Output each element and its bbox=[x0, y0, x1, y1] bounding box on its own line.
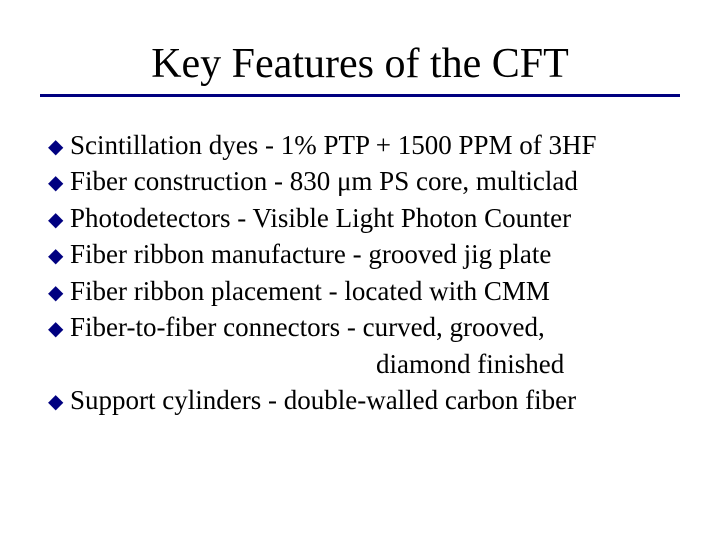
slide: Key Features of the CFT ◆Scintillation d… bbox=[0, 0, 720, 540]
list-item: ◆Fiber ribbon placement - located with C… bbox=[48, 273, 680, 309]
diamond-bullet-icon: ◆ bbox=[48, 170, 70, 197]
diamond-bullet-icon: ◆ bbox=[48, 134, 70, 161]
diamond-bullet-icon: ◆ bbox=[48, 243, 70, 270]
list-item-text: Support cylinders - double-walled carbon… bbox=[70, 385, 576, 415]
list-item: ◆Fiber construction - 830 μm PS core, mu… bbox=[48, 163, 680, 199]
list-item-text: Scintillation dyes - 1% PTP + 1500 PPM o… bbox=[70, 130, 597, 160]
bullet-list: ◆Scintillation dyes - 1% PTP + 1500 PPM … bbox=[48, 127, 680, 419]
diamond-bullet-icon: ◆ bbox=[48, 207, 70, 234]
slide-title: Key Features of the CFT bbox=[40, 40, 680, 88]
list-item: ◆Support cylinders - double-walled carbo… bbox=[48, 382, 680, 418]
list-item-continuation: diamond finished bbox=[76, 346, 680, 382]
list-item: ◆Scintillation dyes - 1% PTP + 1500 PPM … bbox=[48, 127, 680, 163]
list-item-text: Fiber-to-fiber connectors - curved, groo… bbox=[70, 312, 545, 342]
list-item-text: Fiber ribbon placement - located with CM… bbox=[70, 276, 550, 306]
list-item-text: Fiber ribbon manufacture - grooved jig p… bbox=[70, 239, 551, 269]
diamond-bullet-icon: ◆ bbox=[48, 389, 70, 416]
diamond-bullet-icon: ◆ bbox=[48, 280, 70, 307]
list-item-text: Photodetectors - Visible Light Photon Co… bbox=[70, 203, 571, 233]
title-rule bbox=[40, 94, 680, 97]
list-item: ◆Fiber-to-fiber connectors - curved, gro… bbox=[48, 309, 680, 382]
list-item: ◆Fiber ribbon manufacture - grooved jig … bbox=[48, 236, 680, 272]
diamond-bullet-icon: ◆ bbox=[48, 316, 70, 343]
list-item: ◆Photodetectors - Visible Light Photon C… bbox=[48, 200, 680, 236]
list-item-text: Fiber construction - 830 μm PS core, mul… bbox=[70, 166, 578, 196]
